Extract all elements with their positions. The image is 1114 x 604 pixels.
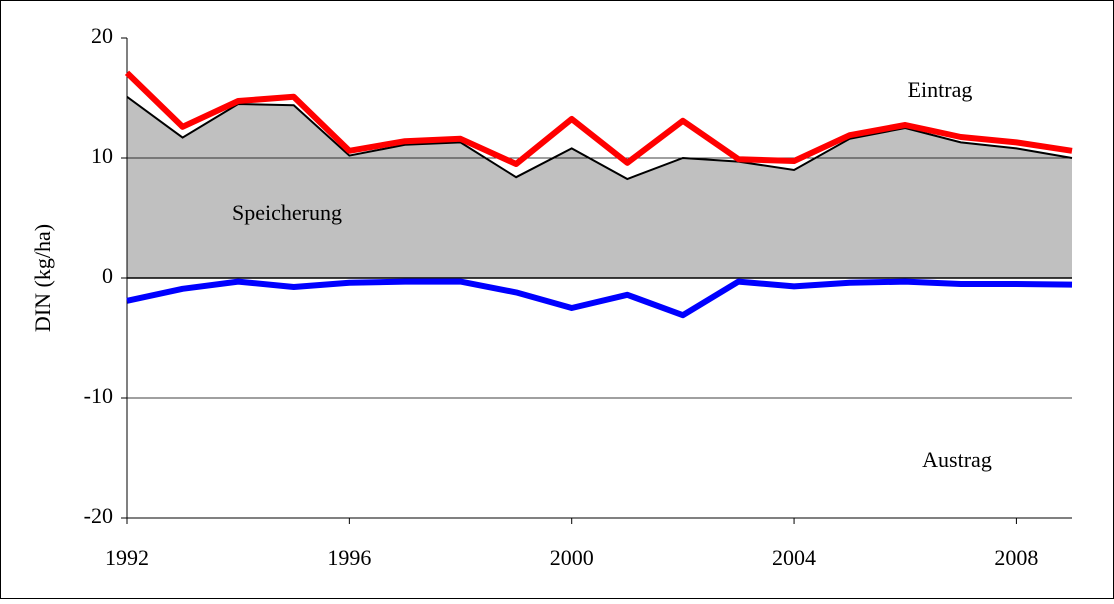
area-outline bbox=[126, 95, 1073, 181]
y-tick-label: 0 bbox=[102, 263, 113, 288]
y-tick-label: 20 bbox=[91, 23, 113, 48]
x-tick-label: 2004 bbox=[772, 545, 816, 570]
x-tick-label: 1992 bbox=[105, 545, 149, 570]
line bbox=[124, 70, 1073, 167]
y-tick-label: -10 bbox=[84, 383, 113, 408]
y-tick-label: 10 bbox=[91, 143, 113, 168]
y-tick-label: -20 bbox=[84, 503, 113, 528]
x-tick-label: 2008 bbox=[994, 545, 1038, 570]
x-tick-label: 1996 bbox=[327, 545, 371, 570]
series-label: Speicherung bbox=[232, 200, 342, 225]
series-label: Austrag bbox=[922, 447, 992, 472]
x-tick-label: 2000 bbox=[550, 545, 594, 570]
area bbox=[127, 96, 1072, 278]
line bbox=[126, 278, 1073, 319]
series-label: Eintrag bbox=[908, 77, 973, 102]
y-axis-label: DIN (kg/ha) bbox=[30, 224, 55, 332]
